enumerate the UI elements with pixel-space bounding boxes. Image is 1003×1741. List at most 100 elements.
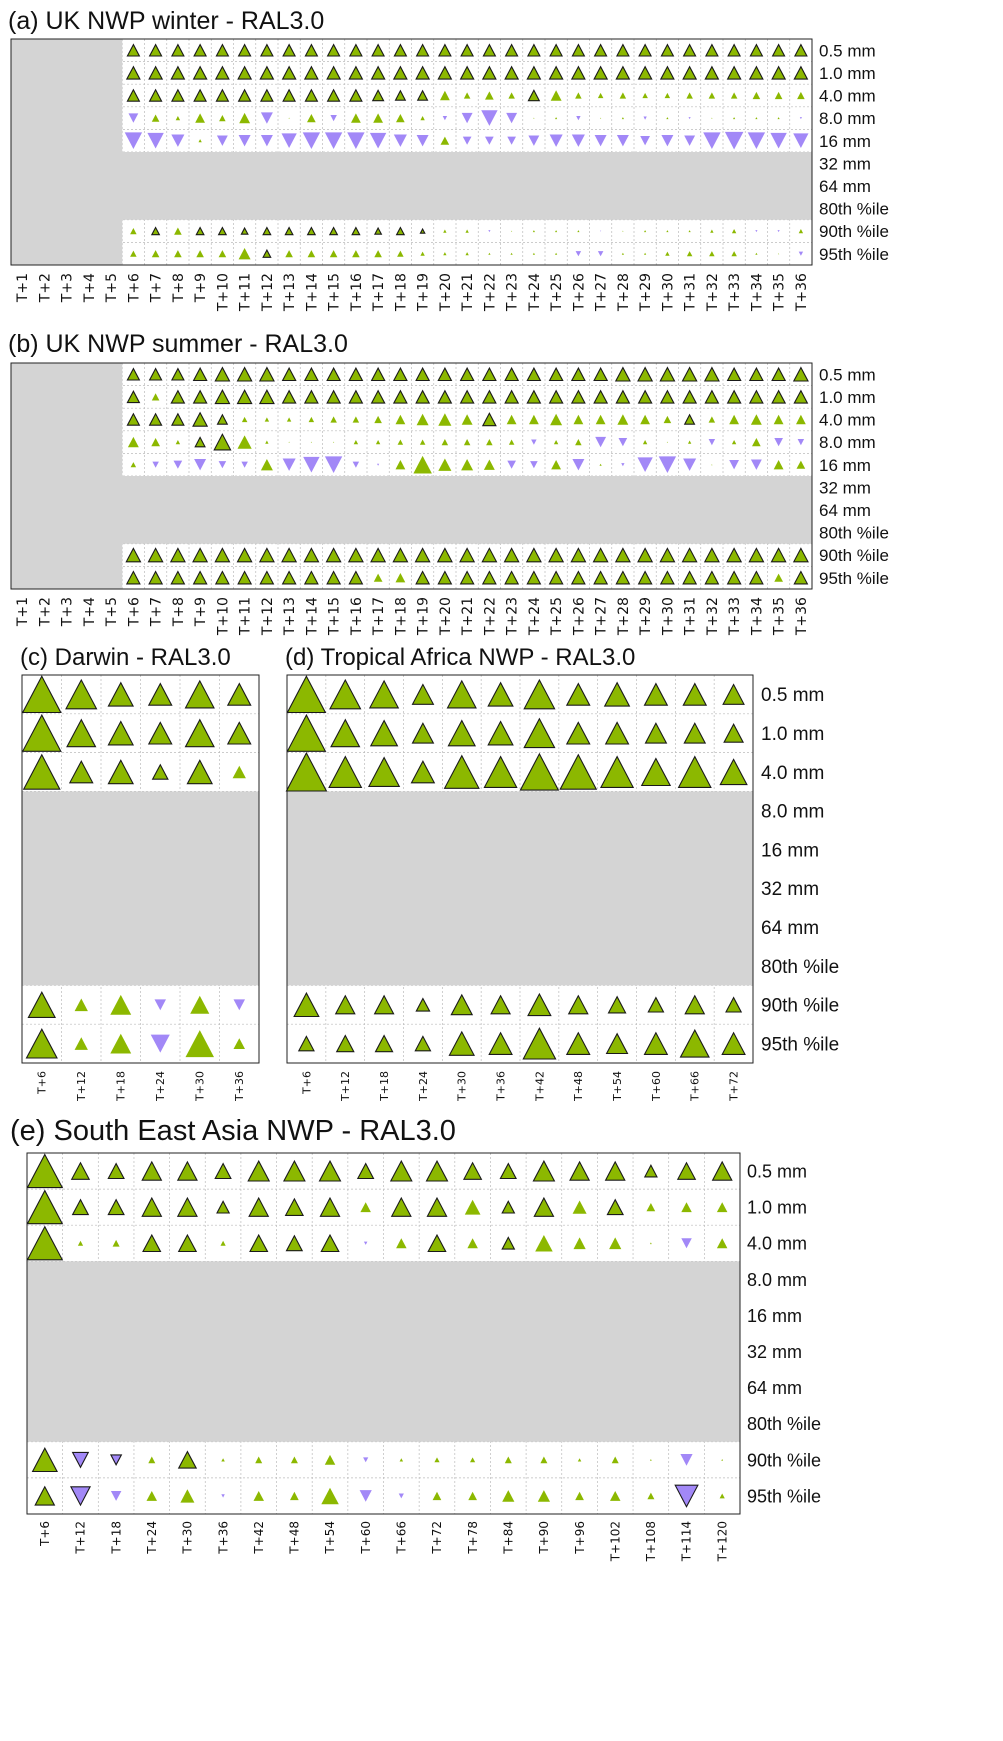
up-triangle-90th-ile-t6	[293, 991, 320, 1018]
row-label: 4.0 mm	[819, 87, 876, 106]
up-triangle-0-5-mm-t54	[603, 681, 631, 707]
up-triangle-4-0-mm-t27	[595, 414, 606, 425]
up-triangle-4-0-mm-t72	[427, 1233, 447, 1253]
up-triangle-95th-ile-t17	[373, 573, 383, 582]
down-triangle-8-0-mm-t24	[531, 439, 537, 445]
up-triangle-90th-ile-t30	[450, 993, 474, 1016]
up-triangle-95th-ile-t96	[575, 1491, 584, 1501]
up-triangle-90th-ile-t6	[31, 1447, 59, 1473]
up-triangle-1-0-mm-t22	[481, 389, 497, 404]
up-triangle-1-0-mm-t24	[526, 65, 542, 80]
up-triangle-4-0-mm-t17	[374, 415, 382, 424]
column-label: T+30	[660, 273, 676, 312]
down-triangle-90th-ile-t36	[233, 999, 245, 1011]
up-triangle-4-0-mm-t13	[282, 88, 297, 102]
up-triangle-0-5-mm-t27	[593, 366, 609, 382]
up-triangle-8-0-mm-t7	[151, 438, 160, 447]
column-label: T+6	[126, 273, 142, 303]
up-triangle-8-0-mm-t14	[307, 114, 316, 123]
down-triangle-16-mm-t36	[793, 133, 809, 148]
up-triangle-1-0-mm-t31	[682, 65, 698, 80]
up-triangle-1-0-mm-t12	[258, 389, 275, 405]
row-label: 16 mm	[819, 132, 871, 151]
up-triangle-1-0-mm-t27	[593, 389, 609, 404]
up-triangle-0-5-mm-t30	[176, 1160, 198, 1181]
down-triangle-16-mm-t32	[703, 132, 721, 149]
up-triangle-95th-ile-t54	[605, 1032, 629, 1055]
up-triangle-95th-ile-t24	[532, 252, 535, 255]
up-triangle-0-5-mm-t10	[215, 43, 230, 57]
up-triangle-90th-ile-t31	[681, 547, 698, 563]
masked-rows-region	[11, 152, 812, 220]
panel-title: (d) Tropical Africa NWP - RAL3.0	[285, 644, 635, 671]
up-triangle-0-5-mm-t28	[614, 366, 631, 382]
column-label: T+12	[74, 1521, 88, 1555]
column-label: T+11	[238, 597, 254, 636]
up-triangle-4-0-mm-t36	[232, 765, 246, 779]
up-triangle-1-0-mm-t10	[214, 65, 230, 80]
column-label: T+8	[171, 597, 187, 627]
row-label: 0.5 mm	[819, 41, 876, 60]
down-triangle-95th-ile-t26	[575, 251, 582, 257]
up-triangle-0-5-mm-t31	[682, 43, 697, 57]
column-label: T+3	[60, 597, 76, 627]
up-triangle-0-5-mm-t6	[126, 367, 141, 381]
up-triangle-1-0-mm-t17	[370, 389, 386, 404]
up-triangle-1-0-mm-t90	[533, 1196, 555, 1217]
down-triangle-16-mm-t7	[152, 461, 159, 468]
up-triangle-4-0-mm-t84	[501, 1236, 516, 1250]
up-triangle-1-0-mm-t11	[237, 65, 253, 80]
up-triangle-95th-ile-t12	[74, 1037, 88, 1050]
column-label: T+114	[680, 1521, 694, 1562]
up-triangle-90th-ile-t10	[214, 547, 231, 563]
up-triangle-95th-ile-t20	[437, 570, 453, 585]
up-triangle-4-0-mm-t19	[416, 413, 429, 426]
down-triangle-16-mm-t31	[684, 135, 696, 146]
up-triangle-90th-ile-t36	[798, 229, 804, 234]
down-triangle-16-mm-t19	[416, 135, 429, 147]
up-triangle-8-0-mm-t29	[642, 440, 648, 445]
column-label: T+13	[282, 597, 298, 636]
up-triangle-0-5-mm-t14	[303, 366, 319, 382]
up-triangle-4-0-mm-t66	[396, 1238, 407, 1249]
column-label: T+7	[149, 273, 165, 303]
up-triangle-4-0-mm-t19	[416, 89, 429, 101]
up-triangle-1-0-mm-t7	[148, 65, 164, 80]
column-label: T+48	[288, 1521, 302, 1555]
column-label: T+18	[115, 1071, 128, 1102]
up-triangle-90th-ile-t12	[258, 547, 275, 563]
up-triangle-90th-ile-t16	[347, 547, 364, 563]
up-triangle-0-5-mm-t108	[643, 1164, 658, 1178]
up-triangle-0-5-mm-t90	[532, 1159, 556, 1182]
up-triangle-8-0-mm-t8	[175, 440, 181, 445]
up-triangle-90th-ile-t21	[459, 547, 476, 563]
up-triangle-8-0-mm-t19	[419, 439, 426, 445]
up-triangle-95th-ile-t7	[148, 570, 164, 585]
column-label: T+1	[15, 273, 31, 303]
up-triangle-8-0-mm-t26	[575, 439, 582, 446]
up-triangle-8-0-mm-t22	[486, 439, 493, 446]
up-triangle-4-0-mm-t28	[617, 414, 629, 425]
up-triangle-95th-ile-t36	[233, 1038, 245, 1049]
up-triangle-90th-ile-t30	[659, 547, 676, 563]
down-triangle-95th-ile-t12	[69, 1486, 92, 1507]
up-triangle-90th-ile-t12	[262, 226, 272, 236]
up-triangle-90th-ile-t108	[650, 1459, 652, 1461]
up-triangle-8-0-mm-t9	[195, 113, 205, 123]
up-triangle-16-mm-t21	[461, 459, 474, 471]
row-label: 90th %ile	[819, 546, 889, 565]
up-triangle-4-0-mm-t24	[151, 763, 169, 780]
up-triangle-4-0-mm-t13	[286, 417, 292, 422]
up-triangle-90th-ile-t9	[195, 226, 205, 236]
up-triangle-0-5-mm-t9	[192, 366, 208, 382]
row-label: 90th %ile	[747, 1450, 821, 1470]
up-triangle-0-5-mm-t72	[425, 1159, 449, 1182]
up-triangle-4-0-mm-t7	[148, 88, 163, 102]
down-triangle-4-0-mm-t114	[681, 1238, 692, 1249]
column-label: T+4	[82, 597, 98, 627]
row-label: 0.5 mm	[747, 1162, 807, 1182]
up-triangle-1-0-mm-t17	[370, 65, 386, 80]
down-triangle-16-mm-t8	[171, 134, 185, 147]
up-triangle-95th-ile-t15	[329, 250, 338, 258]
up-triangle-1-0-mm-t24	[411, 722, 435, 744]
